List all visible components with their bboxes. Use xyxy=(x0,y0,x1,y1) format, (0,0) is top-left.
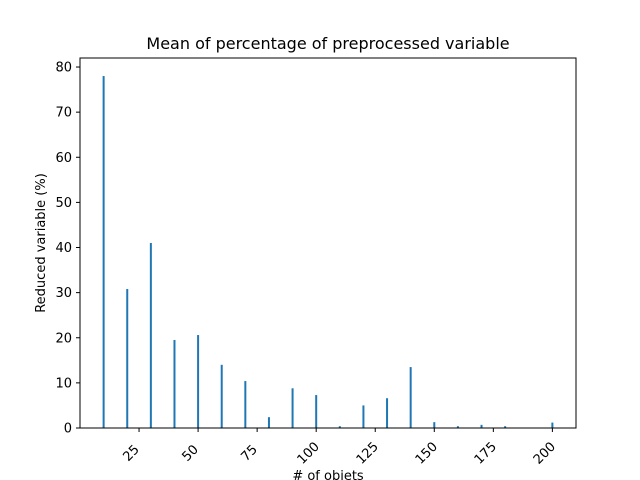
bar xyxy=(409,367,412,428)
bar xyxy=(386,398,389,428)
bar xyxy=(149,243,152,428)
y-tick-label: 50 xyxy=(55,196,72,211)
y-tick-label: 0 xyxy=(64,422,72,437)
bar xyxy=(267,417,270,428)
bar xyxy=(197,335,200,428)
y-axis-ticks: 0 10 20 30 40 50 60 70 80 xyxy=(55,61,80,437)
x-axis-label: # of objets xyxy=(292,469,364,480)
bar xyxy=(433,422,436,428)
bar xyxy=(173,340,176,428)
x-tick-label: 125 xyxy=(354,439,382,467)
y-tick-label: 30 xyxy=(55,286,72,301)
bar xyxy=(338,426,341,428)
bars-group xyxy=(102,76,554,429)
x-tick-label: 150 xyxy=(413,439,441,467)
y-tick-label: 10 xyxy=(55,376,72,391)
y-tick-label: 80 xyxy=(55,61,72,76)
bar xyxy=(480,424,483,428)
bar xyxy=(315,395,318,428)
bar xyxy=(291,388,294,428)
chart-title: Mean of percentage of preprocessed varia… xyxy=(146,34,509,53)
x-tick-label: 175 xyxy=(472,439,500,467)
bar xyxy=(244,381,247,428)
y-tick-label: 20 xyxy=(55,331,72,346)
y-tick-label: 70 xyxy=(55,106,72,121)
bar xyxy=(504,426,507,428)
bar xyxy=(551,422,554,428)
bar xyxy=(362,405,365,428)
x-tick-label: 50 xyxy=(179,442,201,464)
bar xyxy=(456,426,459,428)
y-axis-label: Reduced variable (%) xyxy=(34,173,49,313)
x-tick-label: 75 xyxy=(239,442,261,464)
x-axis-ticks: 25 50 75 100 125 150 175 200 xyxy=(120,428,559,468)
x-tick-label: 25 xyxy=(120,442,142,464)
bar xyxy=(220,364,223,428)
y-tick-label: 60 xyxy=(55,151,72,166)
bar xyxy=(126,289,129,428)
x-tick-label: 100 xyxy=(295,439,323,467)
bar xyxy=(102,76,105,429)
y-tick-label: 40 xyxy=(55,241,72,256)
x-tick-label: 200 xyxy=(531,439,559,467)
plot-frame xyxy=(79,57,577,429)
